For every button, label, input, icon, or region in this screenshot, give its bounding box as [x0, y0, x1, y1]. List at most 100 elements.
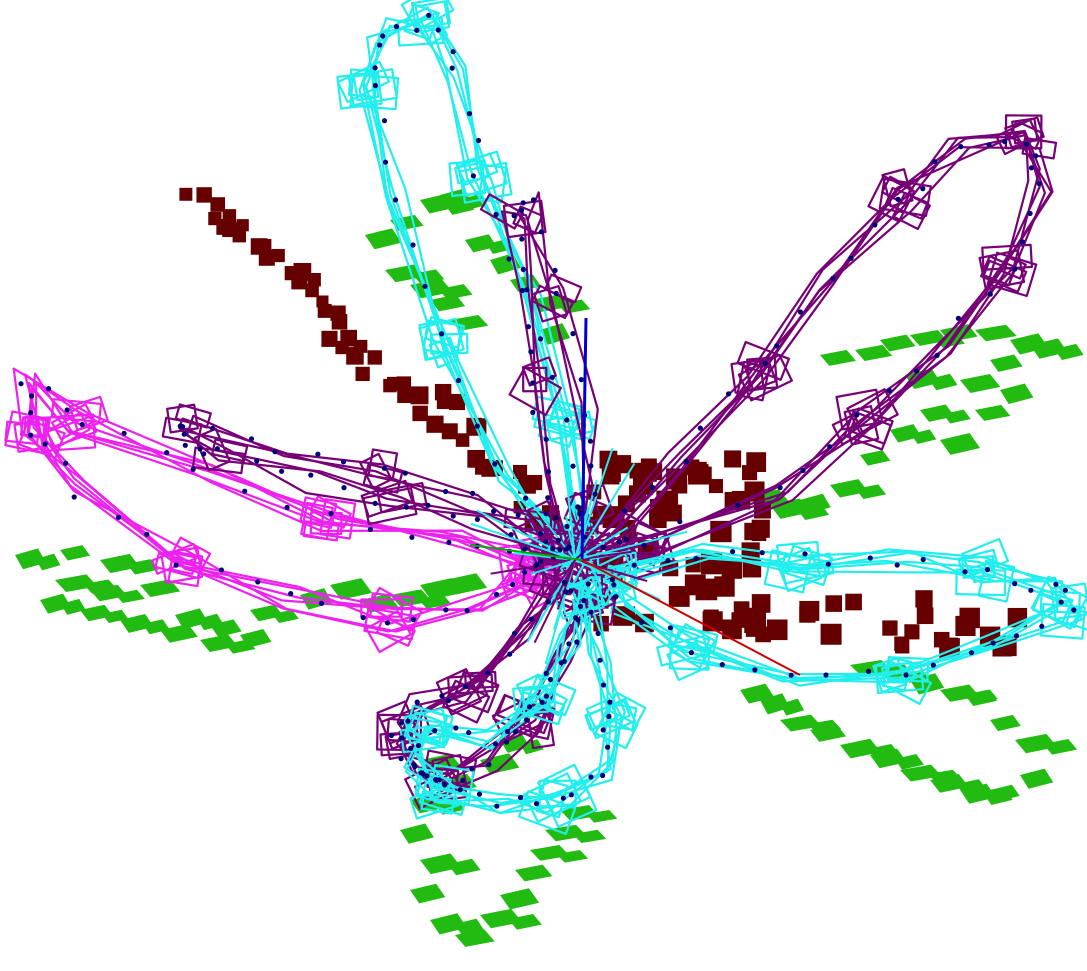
- node-point: [665, 558, 671, 564]
- node-point: [958, 144, 964, 150]
- node-point: [360, 614, 366, 621]
- node-point: [538, 531, 544, 537]
- shadow-voxel: [450, 314, 489, 331]
- voxel-cube: [222, 209, 237, 223]
- voxel-cube: [335, 340, 349, 355]
- node-point: [561, 658, 567, 664]
- node-point: [443, 488, 449, 495]
- voxel-cube: [383, 378, 397, 393]
- node-point: [1002, 139, 1008, 145]
- wire-box: [415, 771, 452, 805]
- node-point: [328, 510, 334, 517]
- shadow-voxel: [83, 579, 118, 594]
- node-point: [144, 531, 150, 537]
- node-point: [399, 735, 405, 741]
- spoke-line: [533, 559, 576, 644]
- node-point: [494, 591, 500, 598]
- node-point: [577, 603, 584, 610]
- node-point: [611, 582, 617, 588]
- node-point: [600, 727, 606, 733]
- wire-loop: [592, 129, 1041, 560]
- node-point: [284, 504, 290, 511]
- shadow-voxel: [140, 579, 181, 597]
- node-point: [534, 561, 540, 567]
- node-point: [29, 393, 35, 399]
- node-point: [405, 718, 411, 724]
- node-point: [1013, 633, 1020, 639]
- wire-box: [516, 691, 566, 726]
- shadow-voxel: [1015, 733, 1058, 754]
- node-point: [894, 562, 900, 568]
- shadow-voxel: [572, 829, 607, 844]
- shadow-voxel: [911, 429, 937, 445]
- node-point: [545, 495, 551, 501]
- spoke-line: [531, 559, 576, 576]
- spoke-line: [556, 559, 576, 610]
- node-point: [588, 609, 594, 615]
- node-point: [987, 291, 993, 297]
- node-point: [380, 33, 386, 39]
- node-point: [466, 111, 473, 117]
- shadow-voxel: [840, 738, 881, 759]
- wire-loop: [12, 367, 531, 633]
- cyan-upper-petal-nodes: [372, 12, 588, 553]
- node-point: [522, 569, 528, 575]
- node-point: [543, 436, 549, 442]
- node-point: [932, 159, 938, 165]
- node-point: [466, 730, 472, 736]
- node-point: [561, 579, 568, 585]
- node-point: [279, 468, 285, 474]
- node-point: [677, 519, 683, 525]
- spoke-line: [567, 493, 576, 561]
- wire-box: [846, 388, 899, 435]
- wire-box: [299, 496, 338, 529]
- node-point: [533, 801, 540, 807]
- shadow-voxel: [40, 593, 72, 614]
- axis-layer: [469, 317, 801, 676]
- node-point: [575, 504, 581, 510]
- spoke-line: [470, 522, 576, 561]
- shadow-voxel: [975, 324, 1017, 342]
- node-point: [1058, 599, 1064, 605]
- shadow-voxel: [940, 433, 981, 455]
- node-point: [422, 283, 428, 289]
- node-point: [557, 547, 563, 553]
- node-point: [28, 410, 34, 416]
- node-point: [254, 458, 260, 464]
- node-point: [641, 542, 647, 549]
- wire-box: [23, 415, 49, 438]
- node-point: [697, 425, 703, 431]
- shadow-voxel: [60, 598, 86, 615]
- shadow-voxel: [1043, 739, 1078, 755]
- node-point: [372, 500, 378, 506]
- shadow-voxel: [240, 628, 272, 648]
- node-point: [600, 682, 607, 688]
- voxel-cube: [693, 466, 712, 485]
- node-point: [543, 693, 550, 699]
- node-point: [341, 485, 347, 491]
- x-axis: [581, 559, 801, 676]
- wire-box: [414, 0, 451, 34]
- node-point: [1023, 141, 1029, 147]
- voxel-cube: [271, 248, 285, 263]
- node-point: [825, 561, 832, 567]
- voxel-cube: [396, 376, 412, 391]
- node-point: [830, 275, 836, 281]
- wire-box: [874, 661, 925, 694]
- shadow-voxel: [943, 409, 971, 424]
- z-axis: [580, 317, 588, 561]
- voxel-cube: [305, 283, 319, 298]
- wire-box: [957, 548, 999, 576]
- node-point: [445, 698, 451, 704]
- wire-box: [746, 356, 779, 391]
- node-point: [79, 421, 85, 428]
- voxel-cube: [441, 423, 458, 440]
- voxel-cube: [640, 465, 657, 482]
- node-point: [616, 539, 623, 545]
- node-point: [414, 699, 420, 705]
- node-point: [410, 242, 416, 248]
- node-point: [474, 516, 480, 523]
- node-point: [573, 615, 579, 621]
- node-point: [777, 485, 783, 491]
